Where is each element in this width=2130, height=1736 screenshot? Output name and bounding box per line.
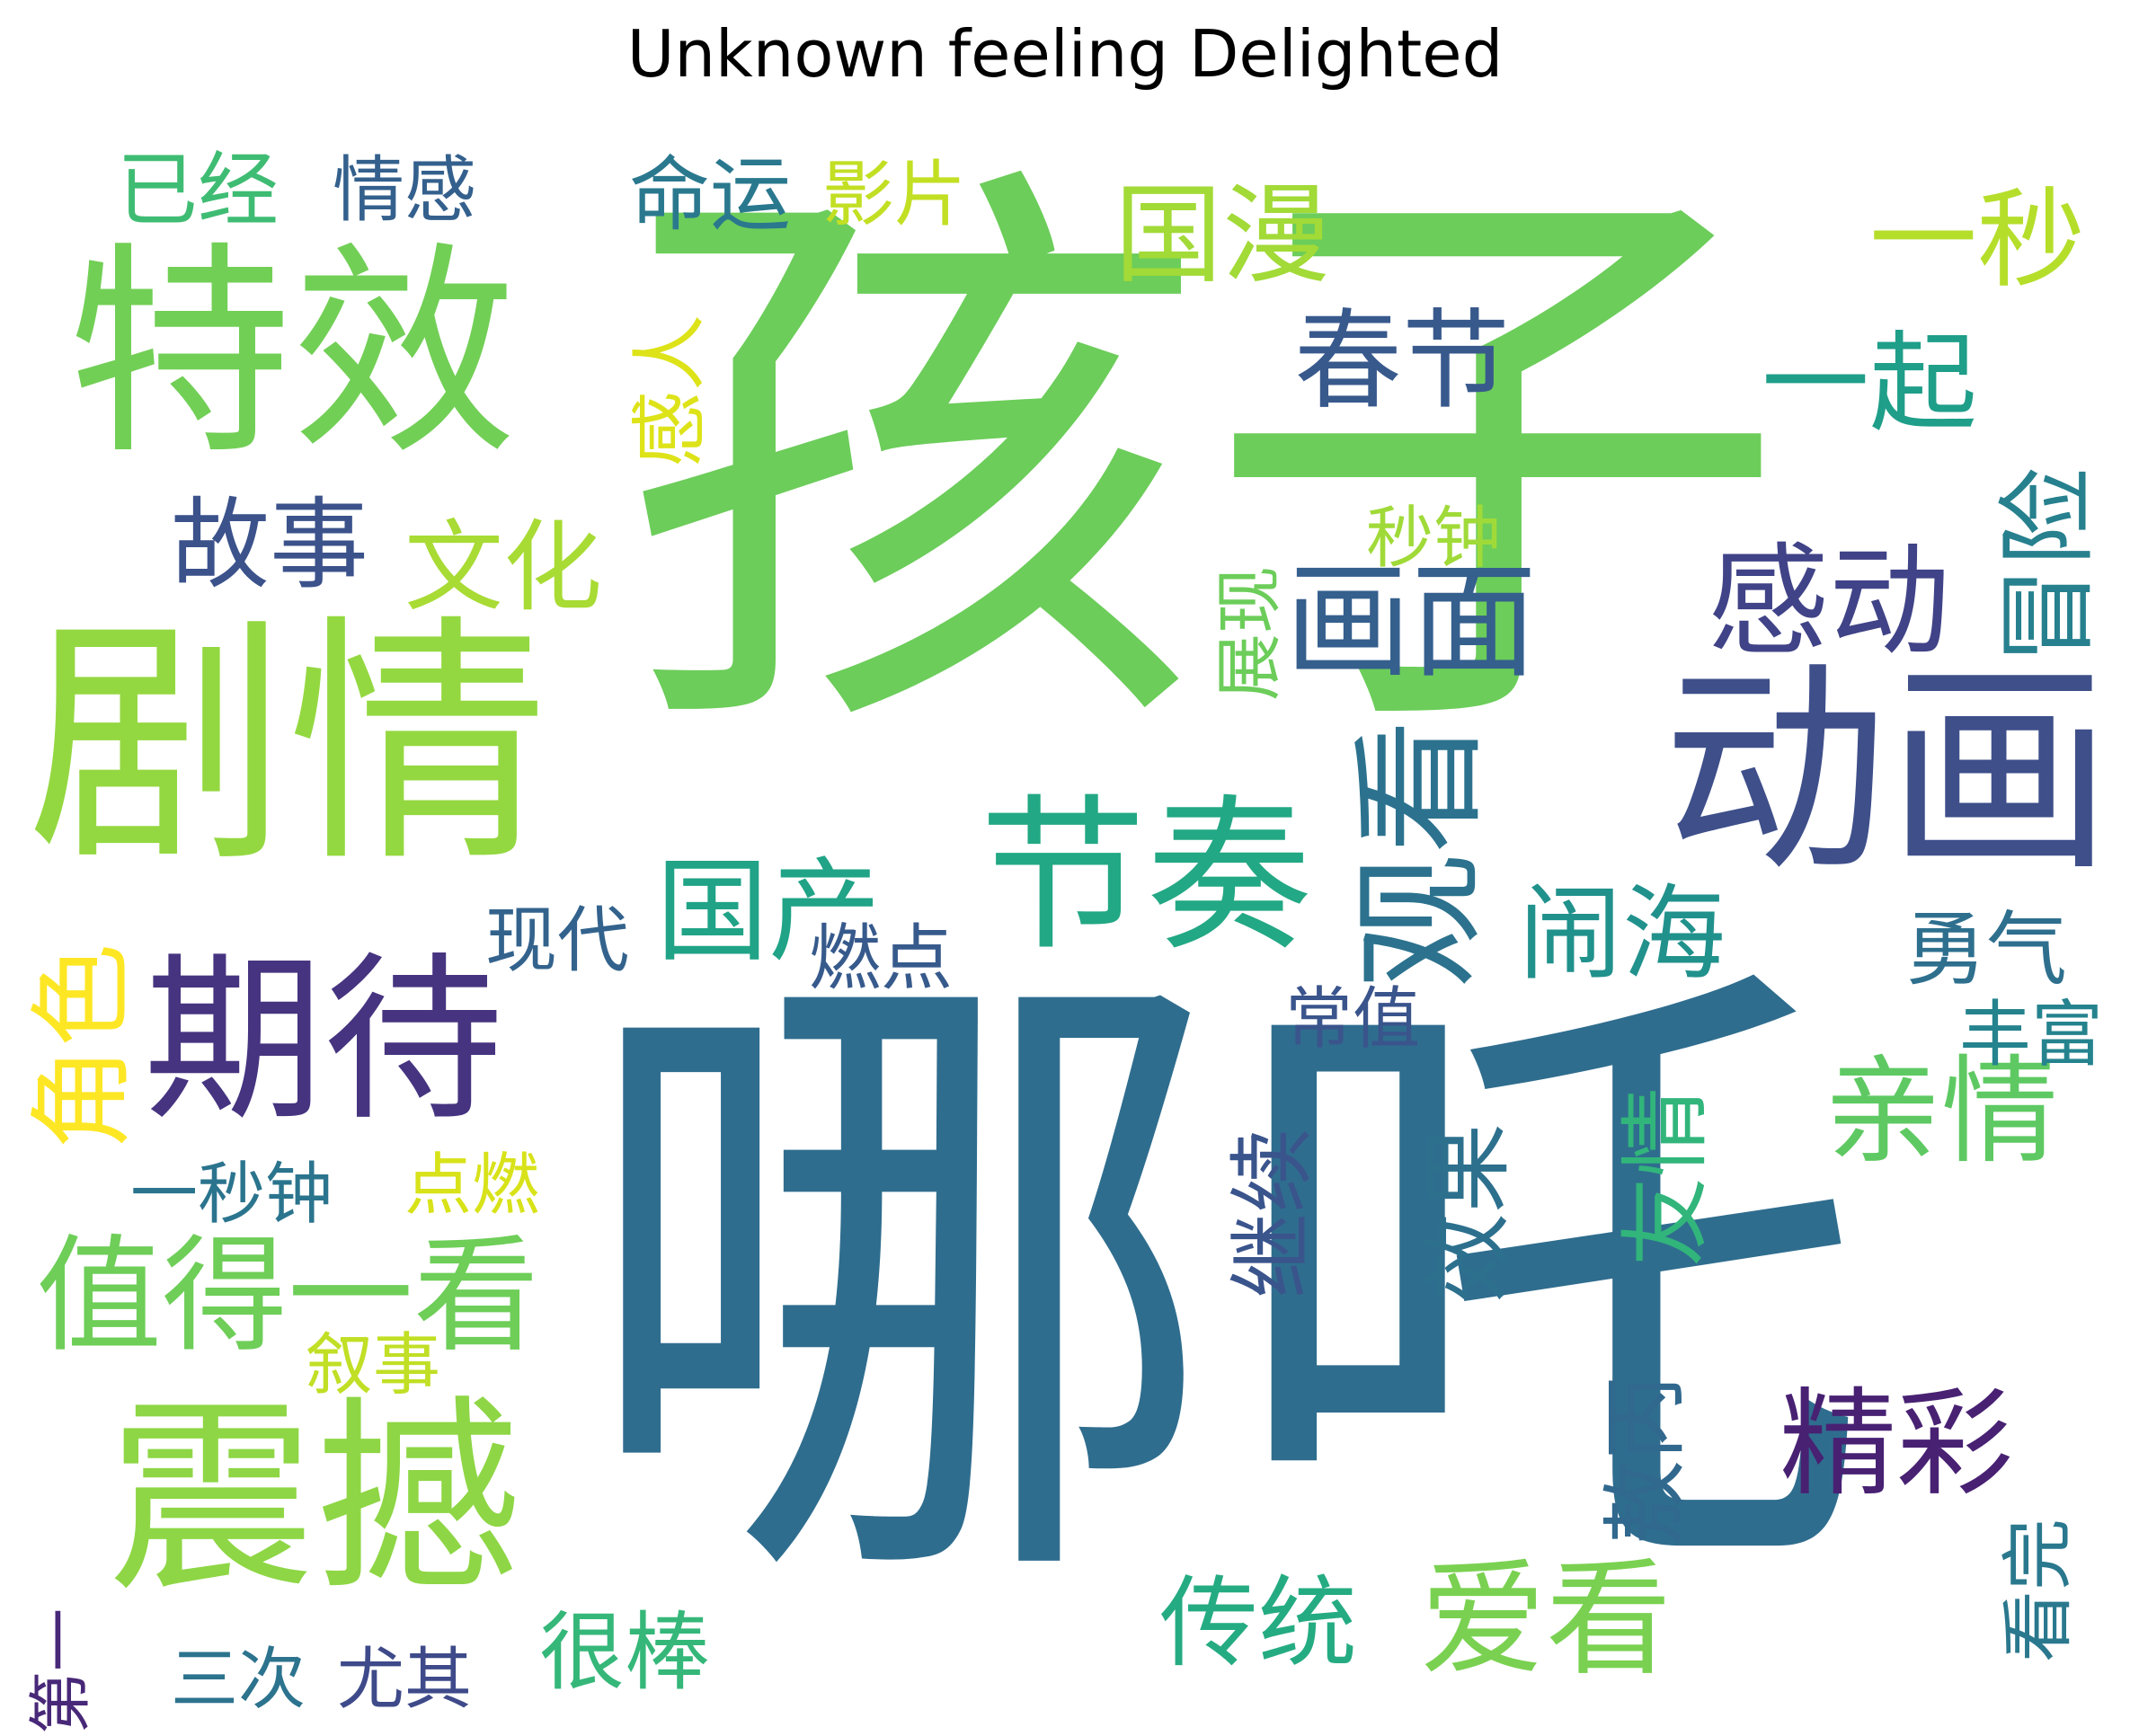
word-youqing: 友情	[1613, 1087, 1718, 1267]
word-randian: 燃点	[809, 917, 953, 1000]
word-zhenhan: 震撼	[108, 1380, 521, 1620]
word-youqi: 尤其	[337, 1640, 472, 1719]
word-qidai: 期待	[144, 936, 503, 1146]
word-yimiao: 一秒	[1869, 178, 2085, 303]
word-texiao: 特效	[67, 223, 517, 484]
word-aobing: 敖丙	[1597, 1375, 1696, 1546]
word-donghua: 动画	[1663, 641, 2112, 902]
word-xiandai: 现代	[485, 899, 629, 982]
word-qinggan: 情感	[333, 148, 476, 232]
word-guoman: 国漫	[1114, 173, 1330, 298]
word-xushi: 叙事	[306, 1325, 440, 1404]
word-jingcai: 精彩	[1779, 1376, 2013, 1512]
word-chuantong: 传统	[1159, 1566, 1357, 1681]
word-yijing: 已经	[117, 143, 279, 237]
word-jixu: 继续	[1224, 1128, 1323, 1298]
word-juqing: 剧情	[27, 594, 548, 897]
word-dianran: 点燃	[404, 1146, 539, 1225]
word-xiaoguo: 效果	[1416, 1123, 1521, 1303]
word-ganren: 感人	[626, 314, 715, 467]
word-changzhi: 常值	[1285, 979, 1420, 1058]
word-nezha: 哪吒	[575, 908, 1869, 1661]
word-sanci: 三次	[171, 1640, 306, 1719]
word-miaozhong: 秒钟	[1366, 499, 1501, 578]
word-kanwan: 看完	[1996, 1519, 2080, 1662]
word-aikan: 爱看	[1420, 1546, 1672, 1693]
word-henbang: 很棒	[539, 1604, 710, 1703]
word-guochan: 国产	[656, 847, 881, 978]
word-jiezou: 节奏	[980, 779, 1312, 973]
word-yongqi: 勇气	[1905, 902, 2067, 996]
chart-title: Unknown feeling Delighted	[626, 16, 1504, 92]
word-diyi: 第一	[24, 1608, 98, 1734]
word-qinqing: 亲情	[1824, 1043, 2058, 1180]
word-mingyun: 命运	[629, 147, 791, 242]
word-huamian: 画面	[1285, 549, 1537, 695]
word-maoxian: 冒险	[1991, 467, 2106, 665]
word-haizi: 孩子	[620, 123, 1788, 802]
word-yimiaozhong: 一秒钟	[130, 1155, 333, 1234]
word-yiqi: 一起	[1762, 322, 1977, 447]
word-gushi: 故事	[171, 488, 368, 603]
word-fengfu: 丰富	[1959, 993, 2103, 1076]
word-zhanxian: 展现	[1210, 566, 1289, 701]
word-wenhua: 文化	[404, 510, 602, 625]
word-naohai: 闹海	[1519, 874, 1726, 995]
word-gandong: 感动	[1708, 531, 1950, 672]
word-chunjie: 春节	[1294, 299, 1510, 424]
word-guankan: 观看	[1343, 719, 1499, 988]
word-yingpian: 影片	[822, 153, 966, 236]
word-zhideyikan: 值得一看	[36, 1223, 539, 1369]
word-jiaose: 角色	[22, 943, 143, 1150]
